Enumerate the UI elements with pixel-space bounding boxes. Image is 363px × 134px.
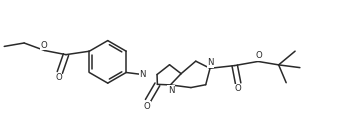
Text: O: O [144,102,151,111]
Text: O: O [255,51,262,60]
Text: N: N [208,58,214,67]
Text: O: O [55,73,62,83]
Text: O: O [235,84,241,93]
Text: N: N [168,86,174,95]
Text: N: N [139,70,146,79]
Text: O: O [41,41,48,50]
